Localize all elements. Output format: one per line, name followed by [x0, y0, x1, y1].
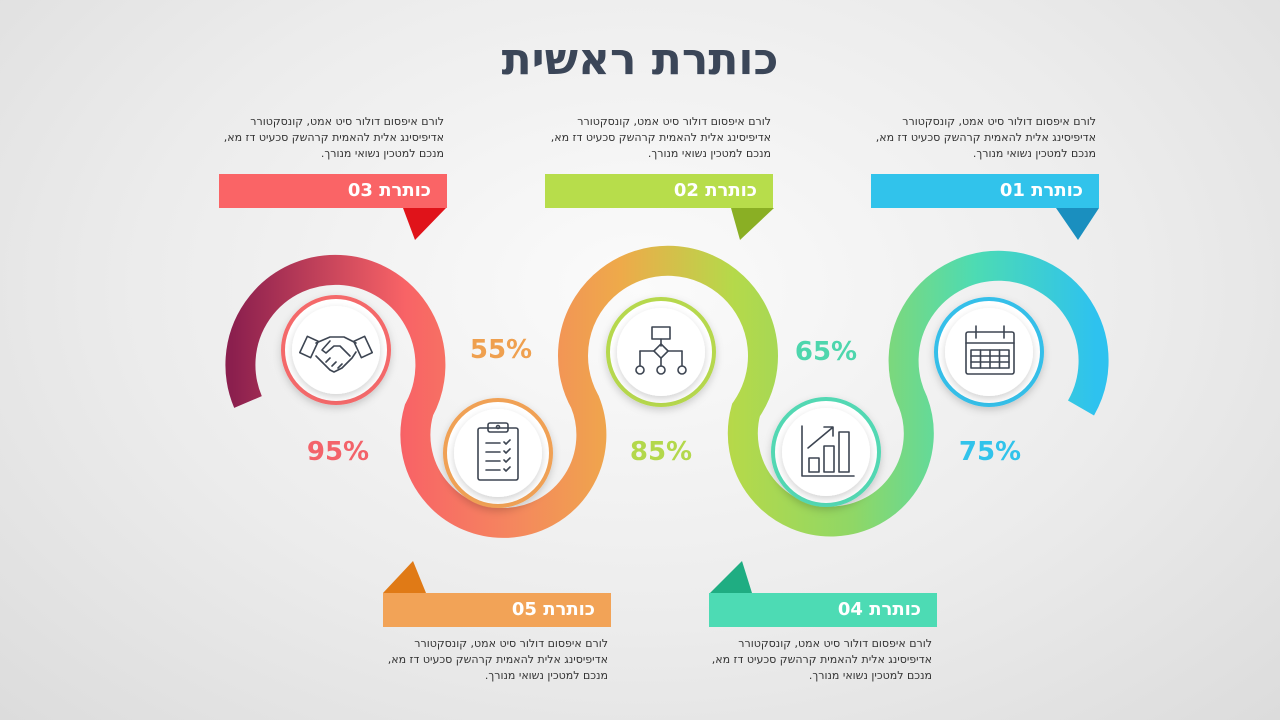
item-label-04: כותרת	[869, 599, 921, 620]
item-text-03: לורם איפסום דולור סיט אמט, קונסקטורר אדי…	[223, 115, 444, 160]
item-num-03: 03	[347, 180, 373, 201]
icon-circle-02	[606, 297, 716, 407]
bar-chart-icon	[801, 425, 855, 477]
item-num-02: 02	[673, 180, 699, 201]
icon-circle-01	[934, 297, 1044, 407]
item-label-05: כותרת	[543, 599, 595, 620]
tag-fold-02	[731, 208, 774, 240]
item-tag-03: כותרת 03	[219, 174, 447, 208]
item-text-05: לורם איפסום דולור סיט אמט, קונסקטורר אדי…	[387, 637, 608, 682]
item-label-01: כותרת	[1031, 180, 1083, 201]
item-label-02: כותרת	[705, 180, 757, 201]
item-label-03: כותרת	[379, 180, 431, 201]
item-percent-05: 55%	[469, 335, 533, 365]
icon-circle-04	[771, 397, 881, 507]
tag-fold-05	[383, 561, 426, 593]
item-text-04: לורם איפסום דולור סיט אמט, קונסקטורר אדי…	[711, 637, 932, 682]
org-chart-icon	[635, 326, 687, 375]
item-tag-02: כותרת 02	[545, 174, 773, 208]
icon-circle-05	[443, 398, 553, 508]
tag-fold-03	[403, 208, 446, 240]
item-num-05: 05	[511, 599, 537, 620]
tag-fold-01	[1056, 208, 1099, 240]
page-title: כותרת ראשית	[501, 34, 779, 85]
item-text-01: לורם איפסום דולור סיט אמט, קונסקטורר אדי…	[875, 115, 1096, 160]
item-percent-04: 65%	[794, 337, 858, 367]
item-percent-02: 85%	[629, 437, 693, 467]
handshake-icon	[298, 335, 374, 373]
clipboard-icon	[477, 422, 519, 481]
tag-fold-04	[710, 561, 752, 593]
item-tag-01: כותרת 01	[871, 174, 1099, 208]
item-num-04: 04	[837, 599, 863, 620]
icon-circle-03	[281, 295, 391, 405]
item-percent-01: 75%	[958, 437, 1022, 467]
calendar-icon	[965, 325, 1015, 375]
wave-path	[225, 245, 1109, 538]
item-tag-04: כותרת 04	[709, 593, 937, 627]
item-num-01: 01	[999, 180, 1025, 201]
item-percent-03: 95%	[306, 437, 370, 467]
item-text-02: לורם איפסום דולור סיט אמט, קונסקטורר אדי…	[550, 115, 771, 160]
item-tag-05: כותרת 05	[383, 593, 611, 627]
